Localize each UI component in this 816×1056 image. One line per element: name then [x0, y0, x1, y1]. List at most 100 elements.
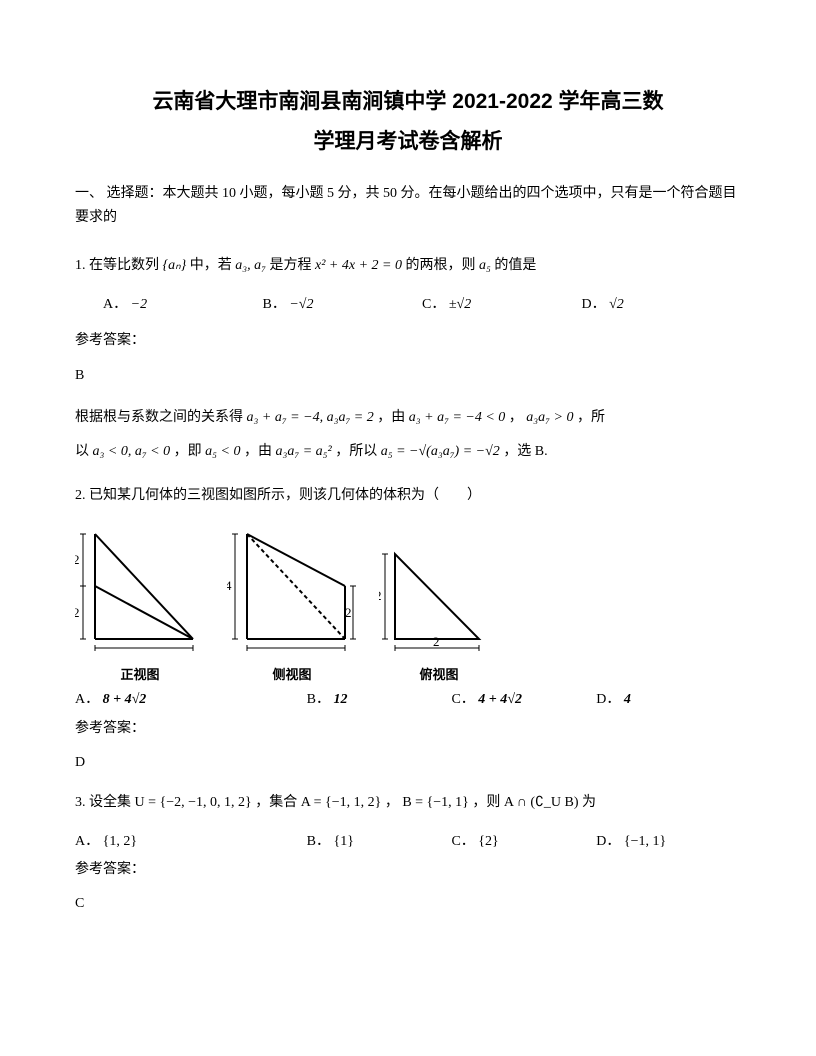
q1-opt-a-label: A． [103, 297, 127, 312]
q2-answer-label: 参考答案： [75, 718, 741, 740]
q3-option-b: B． {1} [307, 831, 452, 853]
q3-opt-d-value: {−1, 1} [624, 834, 666, 849]
q3-set-u: U = {−2, −1, 0, 1, 2} [135, 795, 252, 810]
q3-text-0: 3. 设全集 [75, 795, 135, 810]
q1-exp-6: ，由 [244, 444, 276, 459]
q1-opt-b-value: −√2 [289, 297, 313, 312]
q2-opt-b-label: B． [307, 692, 330, 707]
q2-opt-a-label: A． [75, 692, 99, 707]
q3-options: A． {1, 2} B． {1} C． {2} D． {−1, 1} [75, 831, 741, 853]
q1-exp-3: ，所 [577, 410, 605, 425]
q1-exp-m1: a₃ + a₇ = −4, a₃a₇ = 2 [247, 410, 374, 425]
q1-equation: x² + 4x + 2 = 0 [315, 258, 402, 273]
front-view-label: 正视图 [75, 665, 205, 686]
side-view-block: 4 2 侧视图 [227, 524, 357, 685]
q1-terms: a₃, a₇ [235, 258, 266, 273]
q1-exp-m2: a₃ + a₇ = −4 < 0 [409, 410, 506, 425]
q1-options: A． −2 B． −√2 C． ±√2 D． √2 [103, 294, 741, 316]
q3-option-c: C． {2} [451, 831, 596, 853]
q3-option-a: A． {1, 2} [75, 831, 307, 853]
q1-target: a₅ [479, 258, 491, 273]
q1-explanation: 根据根与系数之间的关系得 a₃ + a₇ = −4, a₃a₇ = 2 ，由 a… [75, 401, 741, 468]
q1-answer: B [75, 365, 741, 387]
q1-exp-8: ，选 B. [503, 444, 547, 459]
front-view-block: 2 2 正视图 [75, 524, 205, 685]
q1-option-a: A． −2 [103, 294, 263, 316]
q1-exp-m6: a₃a₇ = a₅² [275, 444, 331, 459]
q3-opt-c-label: C． [451, 834, 474, 849]
q1-exp-m7: a₅ = −√(a₃a₇) = −√2 [381, 444, 500, 459]
q2-option-b: B． 12 [307, 689, 452, 711]
q1-text-1: 1. 在等比数列 [75, 258, 163, 273]
q3-opt-b-label: B． [307, 834, 330, 849]
q1-option-c: C． ±√2 [422, 294, 582, 316]
q3-text-2: ， [385, 795, 399, 810]
q2-opt-d-label: D． [596, 692, 620, 707]
q2-opt-a-value: 8 + 4√2 [103, 692, 147, 707]
section-header: 一、 选择题：本大题共 10 小题，每小题 5 分，共 50 分。在每小题给出的… [75, 182, 741, 230]
q2-options: A． 8 + 4√2 B． 12 C． 4 + 4√2 D． 4 [75, 689, 741, 711]
q1-exp-2: ， [509, 410, 523, 425]
q1-option-d: D． √2 [582, 294, 742, 316]
q1-opt-a-value: −2 [131, 297, 147, 312]
q1-opt-c-label: C． [422, 297, 445, 312]
q1-answer-label: 参考答案： [75, 330, 741, 352]
q3-text-4: 为 [582, 795, 596, 810]
q1-option-b: B． −√2 [263, 294, 423, 316]
side-view-label: 侧视图 [227, 665, 357, 686]
q3-set-b: B = {−1, 1} [402, 795, 469, 810]
q3-answer: C [75, 893, 741, 915]
q1-text-3: 是方程 [270, 258, 316, 273]
top-dim-left: 2 [379, 588, 382, 603]
q3-set-expr: A ∩ (∁_U B) [504, 795, 579, 810]
q1-opt-d-value: √2 [609, 297, 624, 312]
document-title: 云南省大理市南涧县南涧镇中学 2021-2022 学年高三数 [75, 85, 741, 119]
front-dim-bot: 2 [75, 605, 80, 620]
q3-opt-d-label: D． [596, 834, 620, 849]
q1-text-2: 中，若 [190, 258, 236, 273]
q3-option-d: D． {−1, 1} [596, 831, 741, 853]
front-view-svg: 2 2 [75, 524, 205, 654]
front-dim-top: 2 [75, 552, 80, 567]
q1-seq: {aₙ} [163, 258, 187, 273]
document-subtitle: 学理月考试卷含解析 [75, 125, 741, 159]
q1-text-4: 的两根，则 [405, 258, 479, 273]
q3-opt-c-value: {2} [478, 834, 498, 849]
side-dim-left: 4 [227, 578, 232, 593]
top-view-svg: 2 2 [379, 524, 499, 654]
top-view-block: 2 2 俯视图 [379, 524, 499, 685]
q1-exp-m4: a₃ < 0, a₇ < 0 [93, 444, 171, 459]
q2-opt-b-value: 12 [334, 692, 348, 707]
q3-text-3: ，则 [472, 795, 504, 810]
side-view-svg: 4 2 [227, 524, 357, 654]
q2-option-a: A． 8 + 4√2 [75, 689, 307, 711]
top-dim-bot: 2 [433, 634, 440, 649]
q3-set-a: A = {−1, 1, 2} [301, 795, 382, 810]
q1-opt-c-value: ±√2 [449, 297, 471, 312]
q2-diagrams: 2 2 正视图 4 2 [75, 524, 741, 685]
q3-text-1: ，集合 [255, 795, 301, 810]
q1-exp-m3: a₃a₇ > 0 [526, 410, 573, 425]
q1-exp-4: 以 [75, 444, 93, 459]
q1-opt-b-label: B． [263, 297, 286, 312]
question-3: 3. 设全集 U = {−2, −1, 0, 1, 2} ，集合 A = {−1… [75, 789, 741, 817]
q1-exp-0: 根据根与系数之间的关系得 [75, 410, 247, 425]
q2-opt-c-label: C． [451, 692, 474, 707]
q2-answer: D [75, 752, 741, 774]
top-view-label: 俯视图 [379, 665, 499, 686]
q2-option-d: D． 4 [596, 689, 741, 711]
q1-exp-1: ，由 [377, 410, 409, 425]
q1-text-5: 的值是 [494, 258, 536, 273]
q1-opt-d-label: D． [582, 297, 606, 312]
q1-exp-5: ，即 [174, 444, 206, 459]
q1-exp-7: ，所以 [335, 444, 381, 459]
q2-option-c: C． 4 + 4√2 [451, 689, 596, 711]
q2-opt-c-value: 4 + 4√2 [478, 692, 522, 707]
q3-opt-b-value: {1} [334, 834, 354, 849]
side-dim-right: 2 [345, 605, 352, 620]
q1-exp-m5: a₅ < 0 [205, 444, 240, 459]
q3-opt-a-value: {1, 2} [103, 834, 137, 849]
q3-answer-label: 参考答案： [75, 859, 741, 881]
q3-opt-a-label: A． [75, 834, 99, 849]
q2-opt-d-value: 4 [624, 692, 631, 707]
